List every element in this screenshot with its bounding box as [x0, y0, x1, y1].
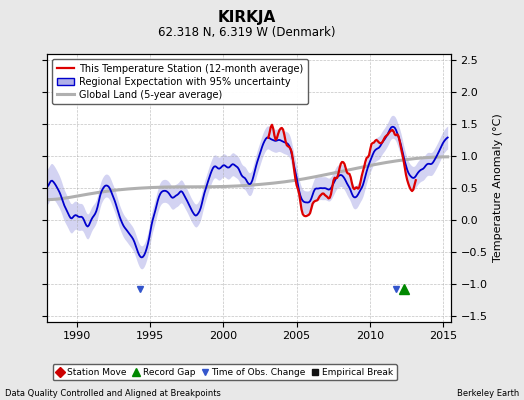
- Text: Data Quality Controlled and Aligned at Breakpoints: Data Quality Controlled and Aligned at B…: [5, 389, 221, 398]
- Legend: Station Move, Record Gap, Time of Obs. Change, Empirical Break: Station Move, Record Gap, Time of Obs. C…: [52, 364, 397, 380]
- Text: Berkeley Earth: Berkeley Earth: [456, 389, 519, 398]
- Y-axis label: Temperature Anomaly (°C): Temperature Anomaly (°C): [493, 114, 503, 262]
- Text: 62.318 N, 6.319 W (Denmark): 62.318 N, 6.319 W (Denmark): [158, 26, 335, 39]
- Text: KIRKJA: KIRKJA: [217, 10, 276, 25]
